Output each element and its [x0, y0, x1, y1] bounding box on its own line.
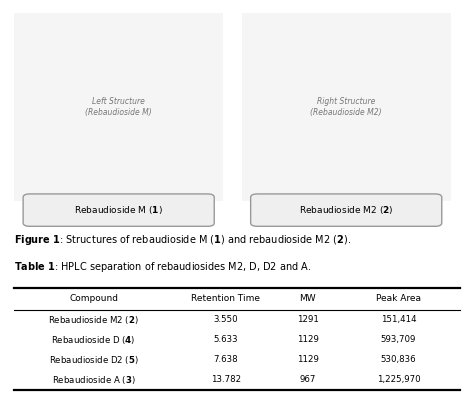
Text: 3.550: 3.550	[213, 315, 238, 324]
Text: Rebaudioside D2 ($\bf{5}$): Rebaudioside D2 ($\bf{5}$)	[49, 354, 138, 366]
Text: 1129: 1129	[297, 335, 319, 344]
Text: MW: MW	[299, 294, 316, 303]
FancyBboxPatch shape	[23, 194, 214, 226]
Text: 530,836: 530,836	[381, 355, 416, 364]
Text: $\bf{Figure\ 1}$: Structures of rebaudioside M ($\bf{1}$) and rebaudioside M2 ($: $\bf{Figure\ 1}$: Structures of rebaudio…	[14, 233, 351, 247]
Text: 967: 967	[300, 375, 316, 384]
Text: 1129: 1129	[297, 355, 319, 364]
Text: $\bf{Table\ 1}$: HPLC separation of rebaudiosides M2, D, D2 and A.: $\bf{Table\ 1}$: HPLC separation of reba…	[14, 260, 311, 274]
Text: 13.782: 13.782	[210, 375, 241, 384]
FancyBboxPatch shape	[251, 194, 442, 226]
Text: Rebaudioside A ($\bf{3}$): Rebaudioside A ($\bf{3}$)	[52, 374, 136, 386]
Text: 151,414: 151,414	[381, 315, 416, 324]
Text: Compound: Compound	[69, 294, 118, 303]
Text: 1291: 1291	[297, 315, 319, 324]
FancyBboxPatch shape	[14, 13, 223, 201]
Text: Peak Area: Peak Area	[376, 294, 421, 303]
Text: Retention Time: Retention Time	[191, 294, 260, 303]
Text: Rebaudioside M2 ($\bf{2}$): Rebaudioside M2 ($\bf{2}$)	[299, 204, 393, 216]
Text: 5.633: 5.633	[213, 335, 238, 344]
Text: Rebaudioside M2 ($\bf{2}$): Rebaudioside M2 ($\bf{2}$)	[48, 314, 139, 326]
Text: Rebaudioside D ($\bf{4}$): Rebaudioside D ($\bf{4}$)	[52, 334, 136, 346]
Text: Right Structure
(Rebaudioside M2): Right Structure (Rebaudioside M2)	[310, 97, 382, 116]
FancyBboxPatch shape	[242, 13, 451, 201]
Text: Left Structure
(Rebaudioside M): Left Structure (Rebaudioside M)	[85, 97, 152, 116]
Text: 593,709: 593,709	[381, 335, 416, 344]
Text: 1,225,970: 1,225,970	[377, 375, 420, 384]
Text: 7.638: 7.638	[213, 355, 238, 364]
Text: Rebaudioside M ($\bf{1}$): Rebaudioside M ($\bf{1}$)	[74, 204, 163, 216]
